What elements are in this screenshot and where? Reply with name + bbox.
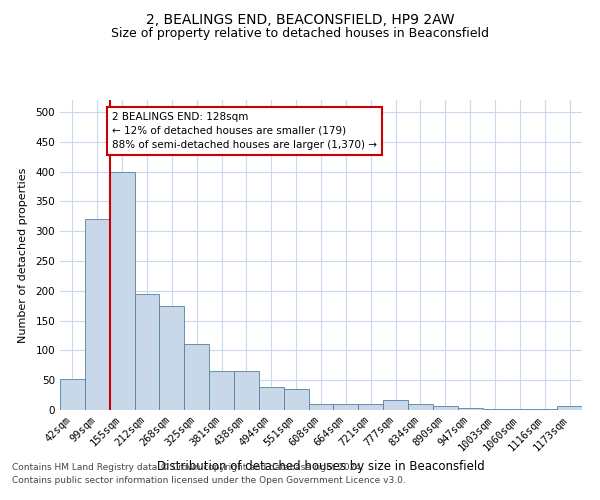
Bar: [184, 344, 209, 410]
Text: Contains public sector information licensed under the Open Government Licence v3: Contains public sector information licen…: [12, 476, 406, 485]
Text: 2 BEALINGS END: 128sqm
← 12% of detached houses are smaller (179)
88% of semi-de: 2 BEALINGS END: 128sqm ← 12% of detached…: [112, 112, 377, 150]
Bar: [85, 219, 110, 410]
Bar: [259, 388, 284, 410]
Bar: [433, 406, 458, 410]
Bar: [308, 404, 334, 410]
Bar: [408, 404, 433, 410]
Bar: [557, 406, 582, 410]
Bar: [358, 404, 383, 410]
Bar: [284, 389, 308, 410]
Bar: [160, 306, 184, 410]
Text: Contains HM Land Registry data © Crown copyright and database right 2024.: Contains HM Land Registry data © Crown c…: [12, 464, 364, 472]
Text: Size of property relative to detached houses in Beaconsfield: Size of property relative to detached ho…: [111, 28, 489, 40]
Bar: [209, 371, 234, 410]
Bar: [60, 379, 85, 410]
Y-axis label: Number of detached properties: Number of detached properties: [19, 168, 28, 342]
Bar: [234, 371, 259, 410]
Bar: [383, 400, 408, 410]
Text: 2, BEALINGS END, BEACONSFIELD, HP9 2AW: 2, BEALINGS END, BEACONSFIELD, HP9 2AW: [146, 12, 454, 26]
Bar: [458, 408, 482, 410]
X-axis label: Distribution of detached houses by size in Beaconsfield: Distribution of detached houses by size …: [157, 460, 485, 473]
Bar: [134, 294, 160, 410]
Bar: [334, 404, 358, 410]
Bar: [110, 172, 134, 410]
